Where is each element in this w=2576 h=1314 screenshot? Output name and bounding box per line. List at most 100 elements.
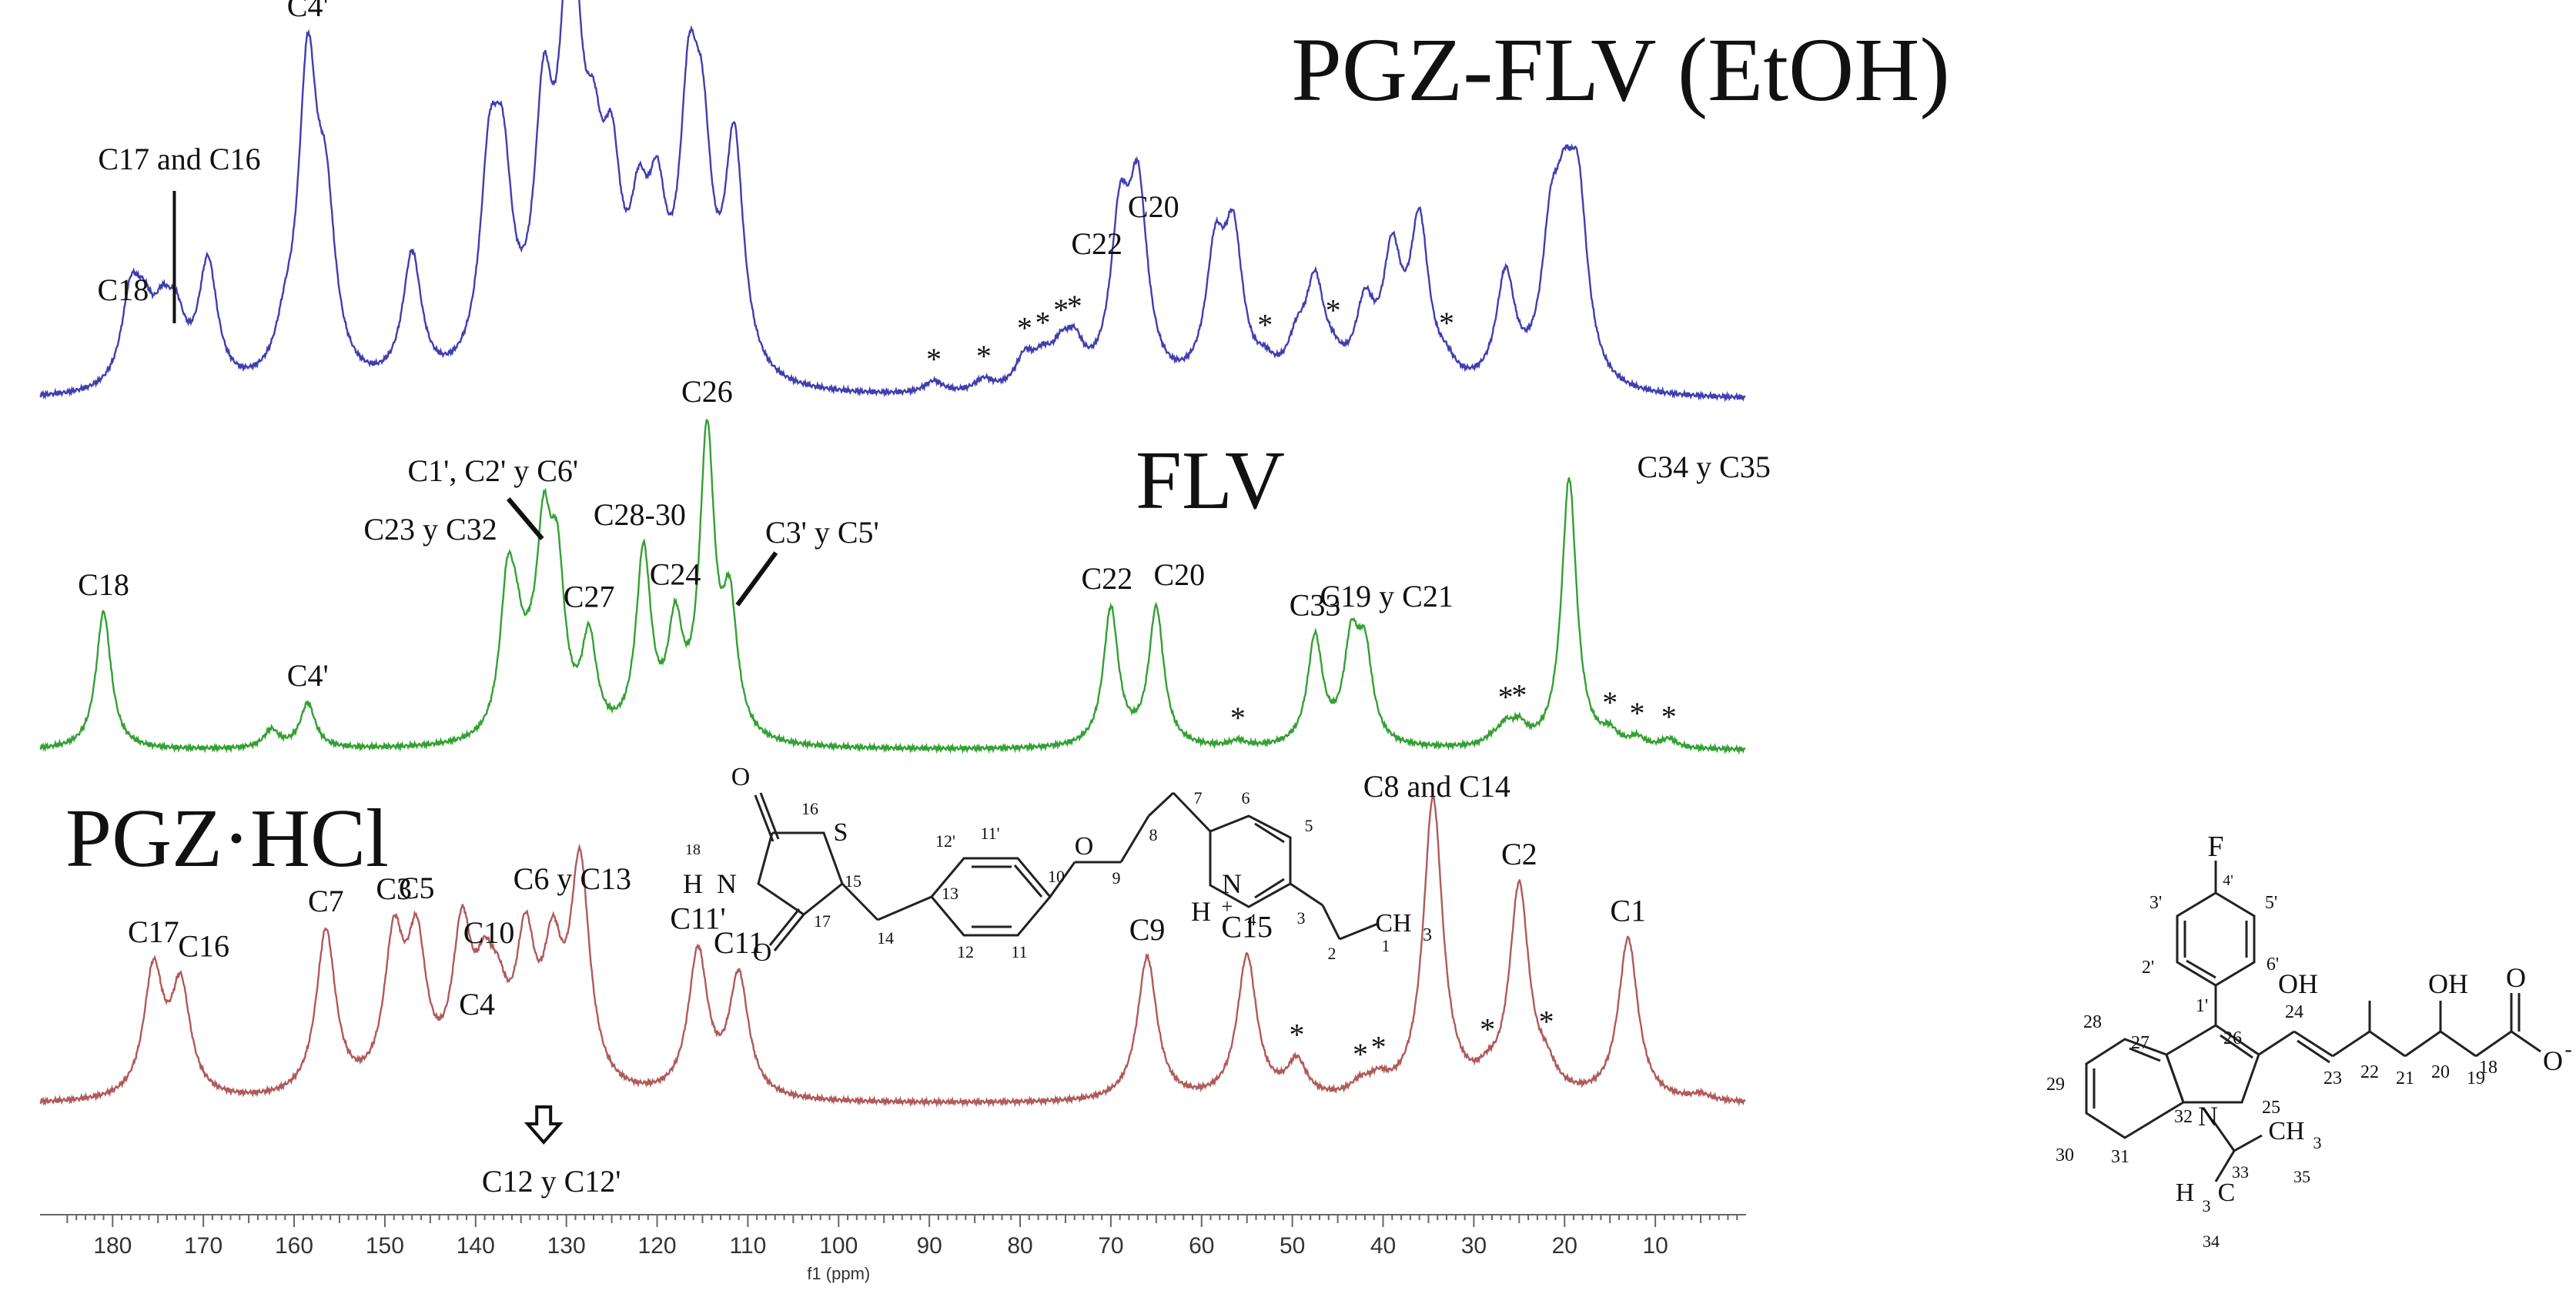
flv-atom-31: 35: [2293, 1167, 2310, 1186]
x-tick-label-11: 70: [1098, 1233, 1123, 1259]
peak-label-middle-5: C28-30: [594, 497, 686, 532]
pgz-atom-8: 17: [814, 911, 831, 931]
peak-label-bottom-10: C9: [1129, 912, 1166, 947]
pgz-atom-13: 12: [957, 942, 974, 961]
pgz-atom-30: 3: [1423, 925, 1432, 945]
flv-atom-21: 23: [2323, 1068, 2342, 1088]
flv-atom-2: 3': [2149, 893, 2162, 913]
x-tick-label-5: 130: [547, 1233, 586, 1259]
pgz-atom-26: N: [1222, 868, 1242, 899]
peak-label-bottom-16: *: [1290, 1018, 1305, 1052]
peak-label-top-1: C17 and C16: [98, 142, 260, 176]
x-tick-label-12: 60: [1189, 1233, 1214, 1259]
x-tick-label-4: 140: [457, 1233, 495, 1259]
pgz-atom-6: 16: [801, 799, 818, 818]
pgz-atom-23: 3: [1297, 908, 1306, 928]
pgz-atom-29: CH: [1375, 909, 1411, 938]
pgz-atom-16: O: [1075, 832, 1094, 861]
flv-atom-34: C: [2218, 1179, 2236, 1207]
x-axis: 180 170 160 150 140 130 120 110 100 90 80 70 60 50 40 3…: [40, 1214, 1746, 1283]
pgz-atom-27: H: [1191, 896, 1211, 927]
peak-label-middle-16: *: [1511, 678, 1527, 713]
flv-atom-7: 28: [2083, 1012, 2102, 1032]
flv-atom-33: 3: [2203, 1196, 2211, 1215]
peak-label-bottom-19: *: [1480, 1012, 1495, 1047]
peak-label-top-4: C20: [1128, 189, 1179, 224]
flv-atom-14: O: [2543, 1045, 2563, 1076]
peak-label-middle-12: C19 y C21: [1320, 579, 1453, 614]
x-tick-label-1: 170: [184, 1233, 222, 1259]
x-tick-label-2: 160: [275, 1233, 313, 1259]
pgz-atom-17: 9: [1112, 868, 1121, 888]
spectrum-title-middle: FLV: [1136, 435, 1285, 527]
peak-label-top-7: *: [1017, 311, 1032, 346]
peak-label-middle-6: C24: [650, 557, 701, 591]
flv-atom-3: 5': [2265, 893, 2277, 913]
flv-atom-19: 32: [2174, 1107, 2193, 1127]
x-tick-label-3: 150: [366, 1233, 404, 1259]
peak-label-middle-4: C27: [564, 580, 615, 614]
x-tick-label-7: 110: [729, 1233, 766, 1259]
pgz-atom-20: 6: [1242, 788, 1250, 807]
x-tick-label-0: 180: [93, 1233, 132, 1259]
peak-label-bottom-15: C12 y C12': [482, 1164, 621, 1199]
peak-label-top-0: C4': [287, 0, 329, 23]
x-tick-label-16: 20: [1552, 1233, 1577, 1259]
flv-atom-17: 30: [2056, 1145, 2074, 1165]
peak-label-bottom-13: C2: [1501, 837, 1537, 871]
x-tick-label-13: 50: [1280, 1233, 1305, 1259]
flv-atom-16: 29: [2046, 1075, 2065, 1095]
flv-atom-20: 25: [2262, 1098, 2280, 1118]
x-axis-label: f1 (ppm): [807, 1264, 870, 1283]
pgz-atom-25: 1: [1382, 936, 1390, 955]
flv-atom-12: OH: [2428, 968, 2468, 999]
pgz-atom-9: 14: [877, 928, 894, 948]
peak-label-bottom-8: C11': [670, 901, 725, 936]
pgz-atom-1: S: [834, 818, 848, 847]
pgz-atom-15: 10: [1048, 867, 1065, 886]
peak-label-middle-11: C33: [1290, 588, 1341, 623]
pgz-atom-19: 7: [1194, 788, 1203, 807]
pgz-atom-10: 12': [935, 831, 955, 851]
peak-label-bottom-0: C17: [128, 914, 179, 949]
pgz-atom-2: O: [753, 938, 772, 967]
flv-atom-6: 1': [2196, 996, 2208, 1016]
x-tick-label-14: 40: [1370, 1233, 1396, 1259]
flv-atom-25: 19: [2467, 1068, 2485, 1088]
x-tick-label-9: 90: [916, 1233, 942, 1259]
flv-atom-22: 22: [2360, 1062, 2379, 1082]
pgz-atom-12: 13: [942, 884, 958, 903]
peak-label-top-10: *: [1067, 289, 1082, 323]
pgz-atom-18: 8: [1149, 825, 1158, 844]
flv-atom-8: 27: [2131, 1033, 2149, 1053]
peak-label-bottom-14: C1: [1610, 893, 1646, 928]
peak-label-top-8: *: [1035, 306, 1050, 340]
x-tick-label-17: 10: [1642, 1233, 1668, 1259]
down-arrow-icon: [524, 1105, 564, 1145]
flv-atom-26: 18: [2479, 1058, 2497, 1078]
peak-label-top-12: *: [1326, 293, 1341, 328]
leader-c3-c5: [735, 551, 778, 607]
spectrum-trace-middle: [39, 419, 1746, 755]
x-tick-label-6: 120: [638, 1233, 677, 1259]
flv-atom-18: 31: [2111, 1147, 2129, 1167]
peak-label-middle-10: C20: [1153, 557, 1205, 592]
pgz-atom-24: 2: [1328, 944, 1337, 963]
leader-c1-c2-c6: [507, 497, 544, 540]
flv-atom-13: O: [2506, 962, 2526, 993]
peak-label-middle-0: C18: [78, 567, 129, 602]
pgz-structure-diagram: [754, 791, 1379, 951]
peak-label-bottom-20: *: [1539, 1004, 1554, 1038]
peak-label-middle-14: *: [1230, 700, 1246, 735]
peak-label-top-6: *: [976, 339, 992, 373]
flv-atom-24: 20: [2431, 1062, 2450, 1082]
peak-label-middle-3: C1', C2' y C6': [407, 453, 578, 488]
flv-atom-30: 33: [2232, 1162, 2249, 1182]
flv-atom-1: 4': [2223, 872, 2233, 889]
